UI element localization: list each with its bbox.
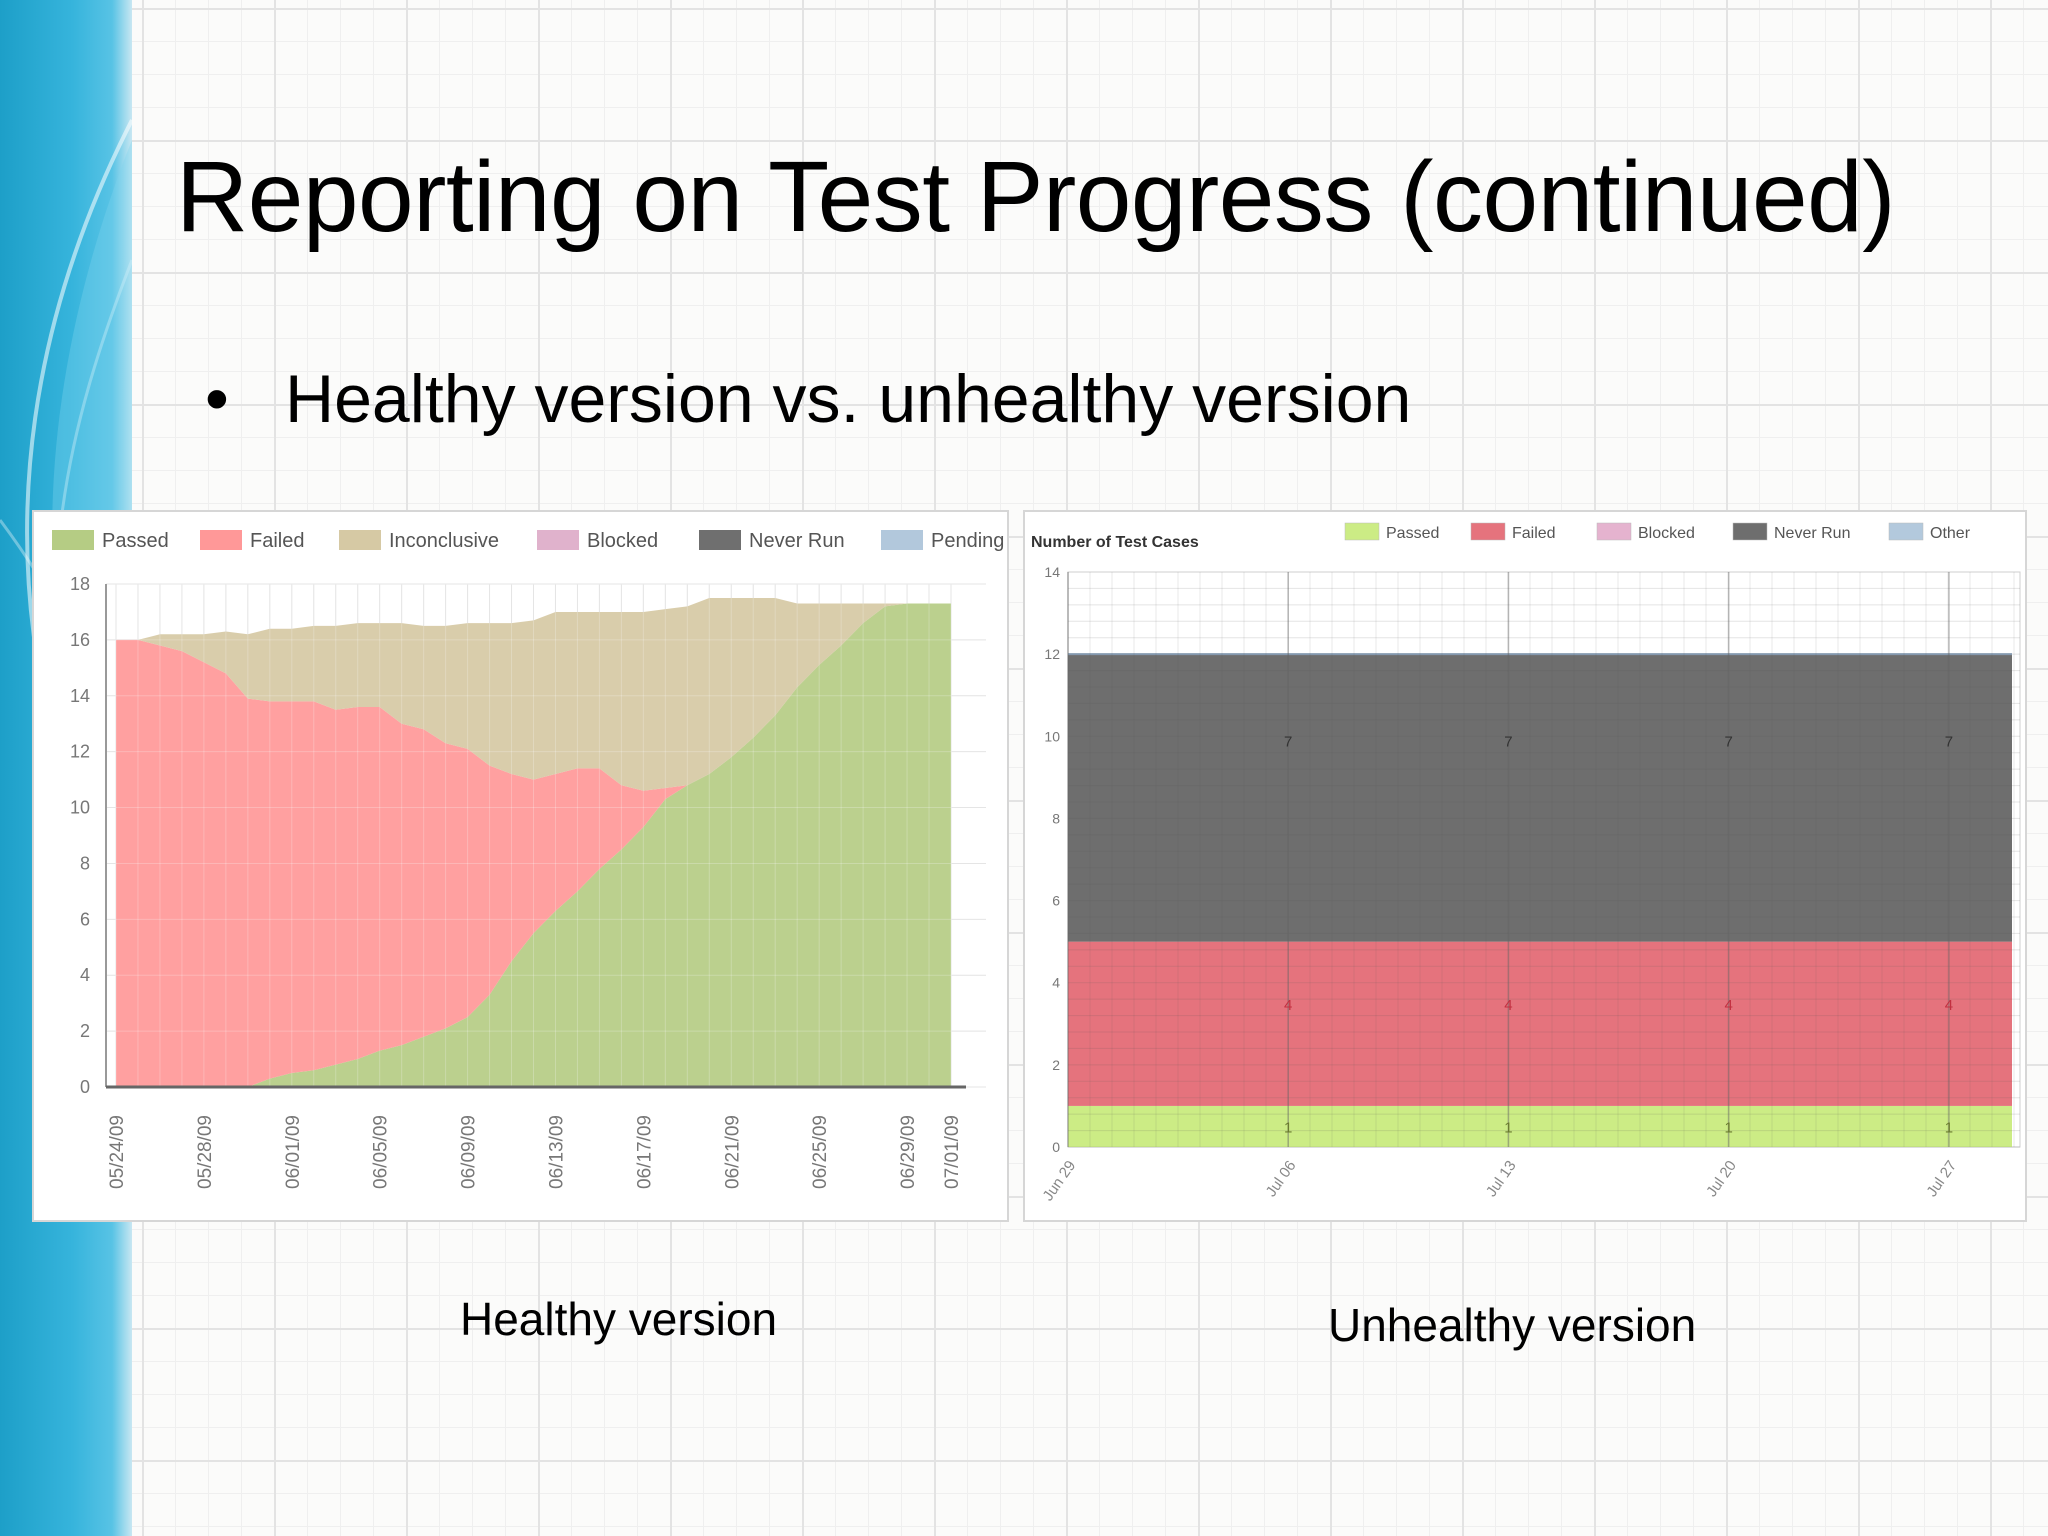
x-tick-label: 05/24/09 [107,1115,128,1189]
legend-swatch-blocked [537,530,579,550]
y-tick-label: 14 [1044,564,1060,580]
data-label-passed: 1 [1725,1119,1733,1136]
healthy-chart-panel: 0 2 4 6 8 10 12 14 16 18 05/24/09 05/28/09 06/01/09 0… [32,510,1009,1222]
legend-label-never-run: Never Run [749,530,845,552]
unhealthy-chart-panel: 0 2 4 6 8 10 12 14 1 1 1 1 4 4 4 4 7 7 7 7 Jun 29 Jul 06 Jul 1… [1023,510,2027,1222]
x-tick-label: Jul 27 [1923,1158,1960,1201]
x-tick-label: 06/21/09 [722,1115,743,1189]
bullet-dot-icon: • [205,361,229,437]
y-tick-label: 4 [1052,975,1060,991]
data-label-passed: 1 [1284,1119,1292,1136]
y-tick-label: 6 [1052,893,1060,909]
x-tick-label: Jul 13 [1483,1158,1520,1201]
chart-title: Number of Test Cases [1031,534,1199,551]
y-tick-label: 16 [70,630,90,650]
legend-label-blocked: Blocked [587,530,658,552]
y-tick-label: 2 [80,1021,90,1041]
data-label-failed: 4 [1945,997,1953,1014]
legend-swatch-failed [1470,522,1506,541]
data-label-never-run: 7 [1725,733,1733,750]
legend-label-blocked: Blocked [1638,525,1695,542]
x-tick-label: 06/09/09 [459,1115,480,1189]
legend-swatch-passed [1344,522,1380,541]
legend-swatch-failed [200,530,242,550]
bullet-text: Healthy version vs. unhealthy version [285,361,1412,437]
data-label-passed: 1 [1945,1119,1953,1136]
x-tick-label: 06/05/09 [371,1115,392,1189]
legend-label-failed: Failed [1512,525,1556,542]
area-inconclusive [116,597,951,791]
y-tick-label: 18 [70,574,90,594]
y-tick-label: 2 [1052,1057,1060,1073]
legend-swatch-other [1888,522,1924,541]
area-failed [1068,941,2012,1106]
y-tick-label: 8 [1052,810,1060,826]
x-tick-label: Jul 06 [1263,1158,1300,1201]
data-label-failed: 4 [1725,997,1733,1014]
legend-label-never-run: Never Run [1774,525,1850,542]
x-tick-label: 06/25/09 [810,1115,831,1189]
legend-swatch-blocked [1596,522,1632,541]
y-tick-label: 14 [70,686,90,706]
y-tick-label: 0 [80,1077,90,1097]
legend-label-pending: Pending [931,530,1004,552]
healthy-caption: Healthy version [460,1293,778,1345]
y-tick-label: 12 [70,742,90,762]
data-label-never-run: 7 [1504,733,1512,750]
legend-label-passed: Passed [1386,525,1439,542]
data-label-never-run: 7 [1945,733,1953,750]
data-label-never-run: 7 [1284,733,1292,750]
area-passed [1068,1105,2012,1147]
x-tick-label: Jul 20 [1703,1158,1740,1201]
x-tick-label: 06/17/09 [634,1115,655,1189]
y-tick-label: 8 [80,853,90,873]
legend-swatch-pending [881,530,923,550]
y-tick-label: 10 [1044,728,1060,744]
slide-title: Reporting on Test Progress (continued) [176,141,1896,253]
legend-label-inconclusive: Inconclusive [389,530,499,552]
data-label-failed: 4 [1504,997,1512,1014]
area-passed [116,603,951,1087]
y-tick-label: 12 [1044,646,1060,662]
data-label-failed: 4 [1284,997,1292,1014]
y-tick-label: 0 [1052,1139,1060,1155]
x-tick-label: 06/29/09 [898,1115,919,1189]
legend-label-other: Other [1930,525,1971,542]
unhealthy-caption: Unhealthy version [1328,1299,1697,1351]
data-label-passed: 1 [1504,1119,1512,1136]
y-tick-label: 4 [80,965,90,985]
area-failed [116,603,951,1087]
bullet-item: • Healthy version vs. unhealthy version [205,360,1411,438]
legend-swatch-inconclusive [339,530,381,550]
x-tick-label: 06/13/09 [546,1115,567,1189]
area-never-run [1068,654,2012,942]
x-tick-label: 06/01/09 [283,1115,304,1189]
legend-label-failed: Failed [250,530,304,552]
legend-swatch-never-run [1732,522,1768,541]
x-tick-label: 05/28/09 [195,1115,216,1189]
x-tick-label: Jun 29 [1040,1158,1080,1205]
x-tick-label: 07/01/09 [942,1115,963,1189]
healthy-area-chart: 0 2 4 6 8 10 12 14 16 18 05/24/09 05/28/09 06/01/09 0… [52,530,1004,1189]
legend-label-passed: Passed [102,530,169,552]
y-tick-label: 6 [80,909,90,929]
legend-swatch-never-run [699,530,741,550]
y-tick-label: 10 [70,798,90,818]
legend-swatch-passed [52,530,94,550]
